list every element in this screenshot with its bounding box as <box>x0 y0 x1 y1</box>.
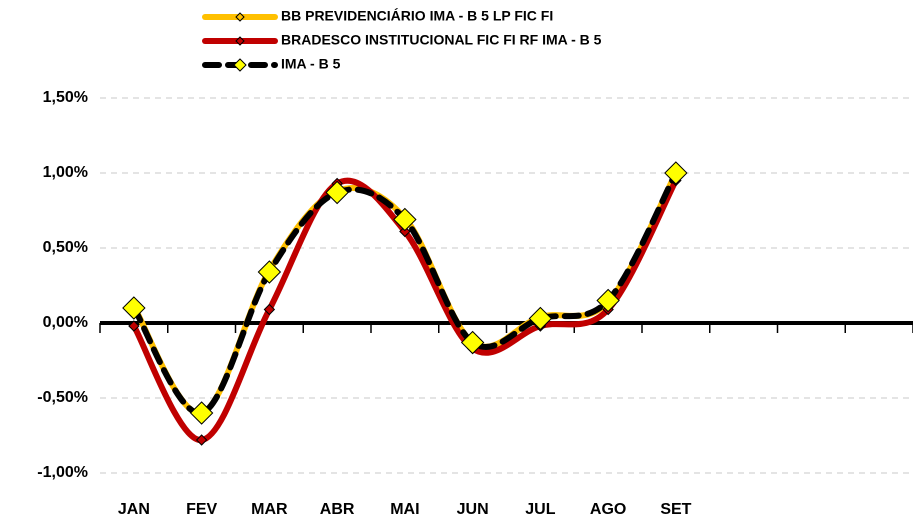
marker <box>664 161 688 185</box>
legend-marker <box>235 12 245 22</box>
x-tick-label: JAN <box>118 501 150 518</box>
legend-marker <box>235 36 245 46</box>
marker <box>122 296 146 320</box>
marker <box>257 260 282 284</box>
y-tick-label: 1,00% <box>43 164 88 181</box>
x-tick-label: ABR <box>320 501 355 518</box>
x-tick-label: FEV <box>186 501 217 518</box>
marker <box>195 434 208 446</box>
marker <box>596 288 620 313</box>
y-tick-label: -1,00% <box>37 464 88 481</box>
y-tick-label: -0,50% <box>37 389 88 406</box>
x-tick-label: JUN <box>457 501 489 518</box>
legend-marker <box>233 58 247 72</box>
marker <box>189 401 214 425</box>
y-tick-label: 0,00% <box>43 314 88 331</box>
marker <box>325 180 349 205</box>
x-tick-label: SET <box>660 501 691 518</box>
marker <box>528 306 553 331</box>
marker <box>128 320 140 332</box>
marker <box>263 303 276 316</box>
x-tick-label: AGO <box>590 501 626 518</box>
marker <box>399 225 411 238</box>
legend-label: BRADESCO INSTITUCIONAL FIC FI RF IMA - B… <box>281 32 602 48</box>
x-tick-label: MAR <box>251 501 288 518</box>
legend-label: IMA - B 5 <box>281 56 341 72</box>
x-tick-label: JUL <box>525 501 555 518</box>
legend-label: BB PREVIDENCIÁRIO IMA - B 5 LP FIC FI <box>281 8 553 24</box>
x-tick-label: MAI <box>390 501 419 518</box>
y-tick-label: 0,50% <box>43 239 88 256</box>
y-tick-label: 1,50% <box>43 89 88 106</box>
marker <box>460 330 485 355</box>
marker <box>393 207 417 232</box>
